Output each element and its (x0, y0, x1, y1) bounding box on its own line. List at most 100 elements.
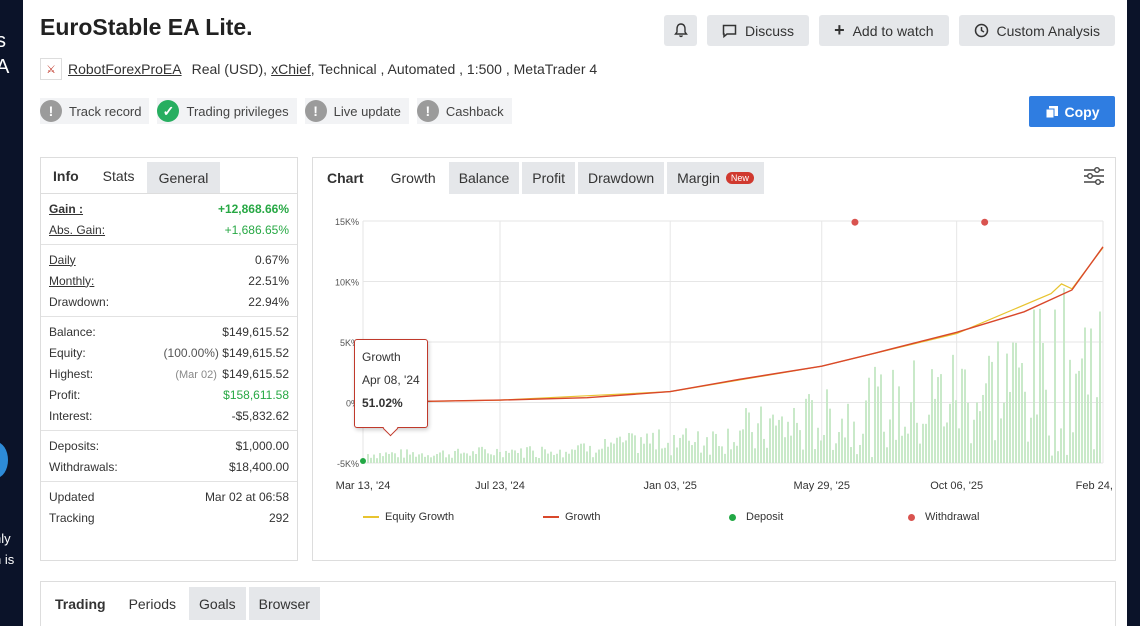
volume-bar (646, 433, 648, 463)
tab-growth[interactable]: Growth (380, 162, 446, 194)
x-tick-label: May 29, '25 (793, 480, 850, 492)
volume-bar (694, 442, 696, 463)
stat-label[interactable]: Monthly: (49, 273, 95, 288)
x-tick-label: Oct 06, '25 (930, 480, 983, 492)
volume-bar (400, 449, 402, 463)
stat-value: $149,615.52 (222, 324, 289, 339)
notify-button[interactable] (664, 15, 698, 46)
tab-profit[interactable]: Profit (522, 162, 575, 194)
stat-value: 22.94% (248, 294, 289, 309)
volume-bar (493, 455, 495, 463)
volume-bar (505, 450, 507, 463)
stat-row-monthly: Monthly: 22.51% (41, 270, 297, 291)
volume-bar (928, 414, 930, 463)
volume-bar (832, 449, 834, 463)
tab-margin[interactable]: Margin New (667, 162, 764, 194)
volume-bar (583, 443, 585, 463)
volume-bar (517, 452, 519, 463)
tab-chart[interactable]: Chart (327, 170, 364, 186)
volume-bar (652, 432, 654, 463)
volume-bar (649, 443, 651, 463)
volume-bar (1015, 342, 1017, 463)
author-link[interactable]: RobotForexProEA (68, 61, 182, 77)
volume-bar (808, 394, 810, 463)
volume-bar (958, 428, 960, 463)
volume-bar (667, 442, 669, 463)
system-details: , Technical , Automated , 1:500 , MetaTr… (310, 61, 598, 77)
volume-bar (949, 403, 951, 463)
tab-periods[interactable]: Periods (118, 587, 187, 620)
stat-label: Withdrawals: (49, 459, 118, 474)
volume-bar (487, 453, 489, 463)
tab-drawdown[interactable]: Drawdown (577, 162, 665, 194)
chat-icon (722, 24, 737, 38)
legend-equity-growth[interactable]: Equity Growth (363, 511, 454, 523)
badge-label: Live update (333, 103, 401, 119)
legend-growth[interactable]: Growth (543, 511, 600, 523)
volume-bar (394, 453, 396, 463)
stat-label[interactable]: Daily (49, 252, 76, 267)
volume-bar (793, 407, 795, 463)
volume-bar (715, 433, 717, 463)
tab-goals[interactable]: Goals (189, 587, 246, 620)
stat-label[interactable]: Abs. Gain: (49, 222, 106, 237)
volume-bar (1075, 373, 1077, 463)
stat-label: Profit: (49, 387, 81, 402)
volume-bar (412, 452, 414, 463)
stat-row-interest: Interest: -$5,832.62 (41, 405, 297, 426)
legend-withdrawal[interactable]: Withdrawal (908, 511, 979, 523)
volume-bar (703, 445, 705, 463)
stat-value: $149,615.52 (222, 366, 289, 381)
volume-bar (865, 400, 867, 463)
stat-row-withdrawals: Withdrawals: $18,400.00 (41, 456, 297, 477)
volume-bar (850, 447, 852, 463)
volume-bar (382, 456, 384, 463)
tab-general[interactable]: General (146, 162, 221, 193)
volume-bar (379, 453, 381, 463)
volume-bar (592, 457, 594, 463)
stat-label[interactable]: Gain : (49, 201, 84, 216)
background-text: s (0, 30, 6, 52)
volume-bar (847, 403, 849, 463)
legend-deposit[interactable]: Deposit (729, 511, 783, 523)
stat-value: 0.67% (254, 252, 289, 267)
volume-bar (451, 457, 453, 463)
legend-label: Deposit (746, 511, 784, 523)
stat-row-daily: Daily 0.67% (41, 249, 297, 270)
clock-icon (974, 23, 988, 38)
volume-bar (436, 454, 438, 463)
copy-button[interactable]: Copy (1029, 96, 1115, 127)
add-to-watch-button[interactable]: + Add to watch (819, 15, 949, 46)
broker-link[interactable]: xChief (271, 61, 311, 77)
volume-bar (778, 419, 780, 463)
growth-chart[interactable]: 15K% 10K% 5K% 0% -5K% Mar 13, '24 Jul 23, '24 J… (313, 198, 1115, 498)
volume-bar (538, 458, 540, 463)
tab-stats[interactable]: Stats (102, 167, 135, 184)
stat-row-gain: Gain : +12,868.66% (41, 198, 297, 219)
custom-analysis-button[interactable]: Custom Analysis (958, 15, 1115, 46)
volume-bar (640, 437, 642, 463)
volume-bar (784, 437, 786, 463)
volume-bar (406, 449, 408, 463)
tab-balance[interactable]: Balance (448, 162, 520, 194)
volume-bar (367, 454, 369, 463)
volume-bar (475, 454, 477, 463)
volume-bar (508, 452, 510, 463)
tab-browser[interactable]: Browser (248, 587, 320, 620)
volume-bar (523, 457, 525, 463)
volume-bar (661, 448, 663, 463)
volume-bar (994, 440, 996, 463)
chart-settings-icon[interactable] (1083, 166, 1105, 186)
discuss-button[interactable]: Discuss (707, 15, 810, 46)
volume-bar (1084, 327, 1086, 463)
trading-tabs: Trading Periods Goals Browser (41, 582, 1115, 620)
tab-info[interactable]: Info (53, 167, 79, 184)
volume-bar (739, 430, 741, 463)
tab-trading[interactable]: Trading (55, 595, 106, 612)
stat-value: -$5,832.62 (231, 408, 289, 423)
volume-bar (562, 457, 564, 463)
stats-gain-section: Gain : +12,868.66% Abs. Gain: +1,686.65% (41, 194, 297, 245)
volume-bar (754, 448, 756, 463)
volume-bar (490, 454, 492, 463)
volume-bar (589, 445, 591, 463)
